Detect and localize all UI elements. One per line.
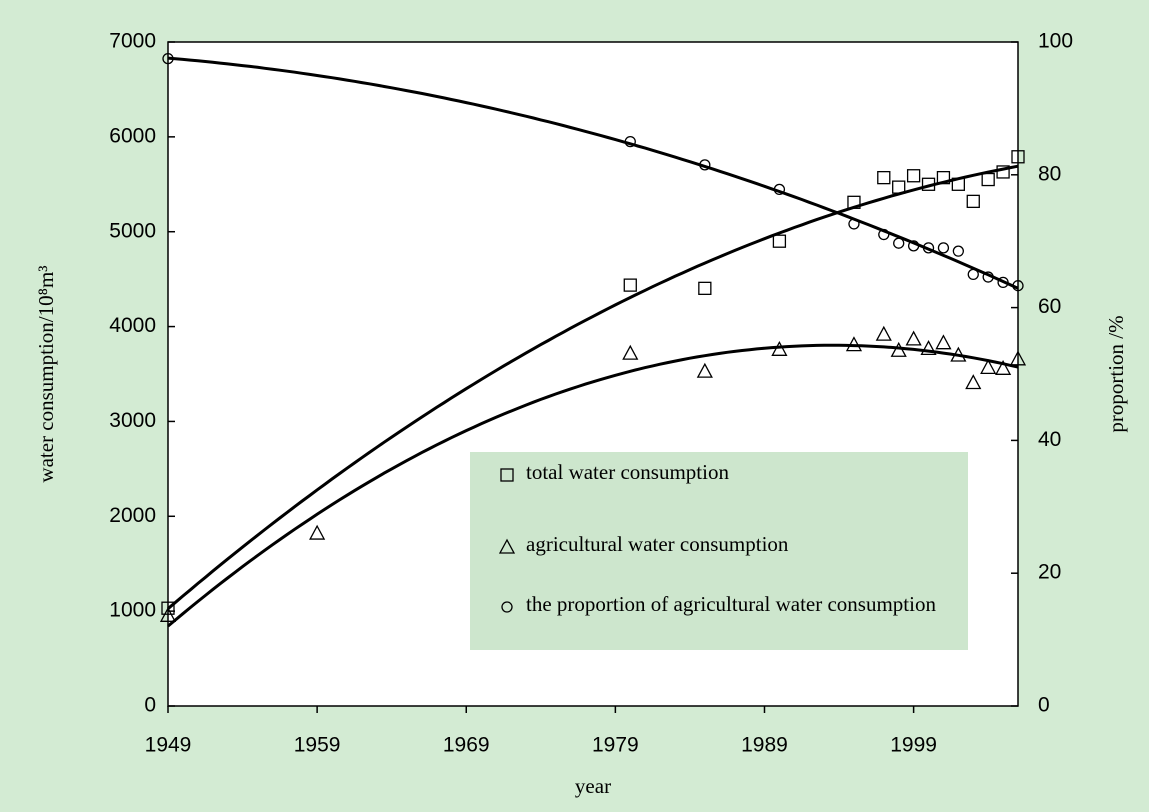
y2-tick-label: 40 bbox=[1038, 428, 1061, 451]
marker bbox=[906, 169, 921, 183]
marker bbox=[698, 281, 712, 295]
marker bbox=[501, 601, 513, 613]
y-tick-label: 0 bbox=[144, 694, 156, 717]
marker bbox=[622, 344, 639, 360]
legend: total water consumption agricultural wate… bbox=[470, 452, 968, 650]
marker bbox=[1009, 350, 1027, 366]
marker bbox=[773, 183, 786, 196]
x-tick-label: 1979 bbox=[592, 734, 639, 757]
marker bbox=[951, 177, 966, 191]
x-tick-label: 1989 bbox=[741, 734, 788, 757]
marker bbox=[966, 194, 980, 209]
legend-label: the proportion of agricultural water con… bbox=[526, 592, 936, 616]
marker bbox=[965, 374, 982, 390]
marker bbox=[890, 341, 907, 357]
marker bbox=[162, 52, 174, 65]
trendline bbox=[167, 56, 1019, 290]
legend-entry: total water consumption bbox=[498, 460, 946, 485]
marker bbox=[699, 159, 711, 171]
y2-tick-label: 60 bbox=[1038, 295, 1061, 318]
legend-marker bbox=[501, 601, 513, 613]
marker bbox=[982, 271, 994, 283]
marker bbox=[845, 336, 863, 352]
y2-axis-label: proportion /% bbox=[1104, 315, 1128, 432]
marker bbox=[967, 268, 979, 281]
marker bbox=[878, 228, 890, 241]
x-tick-label: 1969 bbox=[443, 734, 490, 757]
marker bbox=[1012, 280, 1024, 292]
x-tick-label: 1959 bbox=[294, 734, 341, 757]
x-axis-label: year bbox=[575, 774, 611, 798]
x-tick-label: 1999 bbox=[890, 734, 937, 757]
marker bbox=[309, 524, 326, 540]
y-tick-label: 6000 bbox=[109, 124, 156, 147]
y-tick-label: 2000 bbox=[109, 504, 156, 527]
marker bbox=[920, 340, 937, 356]
y-axis-label: water consumption/10⁸m³ bbox=[34, 265, 58, 482]
marker bbox=[875, 325, 892, 341]
marker bbox=[935, 334, 952, 350]
marker bbox=[159, 606, 177, 622]
marker bbox=[848, 218, 860, 230]
marker bbox=[771, 340, 788, 356]
marker bbox=[994, 359, 1012, 375]
y-tick-label: 7000 bbox=[109, 30, 156, 53]
marker bbox=[500, 468, 514, 482]
marker bbox=[905, 330, 922, 346]
marker bbox=[893, 237, 905, 249]
marker bbox=[952, 245, 965, 257]
legend-entry: the proportion of agricultural water con… bbox=[498, 592, 946, 617]
trendline bbox=[167, 343, 1019, 628]
legend-marker bbox=[500, 468, 514, 482]
marker bbox=[498, 538, 516, 554]
marker bbox=[161, 601, 175, 615]
marker bbox=[921, 177, 936, 191]
legend-entry: agricultural water consumption bbox=[498, 532, 946, 557]
marker bbox=[997, 276, 1009, 289]
y-tick-label: 5000 bbox=[109, 219, 156, 242]
marker bbox=[847, 195, 861, 209]
marker bbox=[696, 362, 713, 378]
y2-tick-label: 100 bbox=[1038, 30, 1073, 53]
marker bbox=[623, 278, 637, 292]
marker bbox=[877, 170, 891, 185]
y-tick-label: 1000 bbox=[109, 599, 156, 622]
marker bbox=[892, 180, 906, 194]
marker bbox=[936, 170, 951, 185]
y2-tick-label: 80 bbox=[1038, 162, 1061, 185]
marker bbox=[996, 165, 1010, 179]
marker bbox=[937, 242, 950, 254]
marker bbox=[624, 135, 636, 148]
y-tick-label: 3000 bbox=[109, 409, 156, 432]
marker bbox=[1011, 150, 1025, 164]
y2-tick-label: 20 bbox=[1038, 561, 1061, 584]
y2-tick-label: 0 bbox=[1038, 694, 1050, 717]
marker bbox=[772, 234, 787, 248]
marker bbox=[907, 240, 920, 252]
legend-label: agricultural water consumption bbox=[526, 532, 789, 556]
y-tick-label: 4000 bbox=[109, 314, 156, 337]
x-tick-label: 1949 bbox=[145, 734, 192, 757]
marker bbox=[950, 346, 967, 362]
marker bbox=[922, 242, 935, 254]
trendline bbox=[167, 164, 1019, 610]
marker bbox=[980, 358, 997, 375]
marker bbox=[981, 172, 995, 187]
legend-marker bbox=[498, 538, 516, 554]
legend-label: total water consumption bbox=[526, 460, 729, 484]
